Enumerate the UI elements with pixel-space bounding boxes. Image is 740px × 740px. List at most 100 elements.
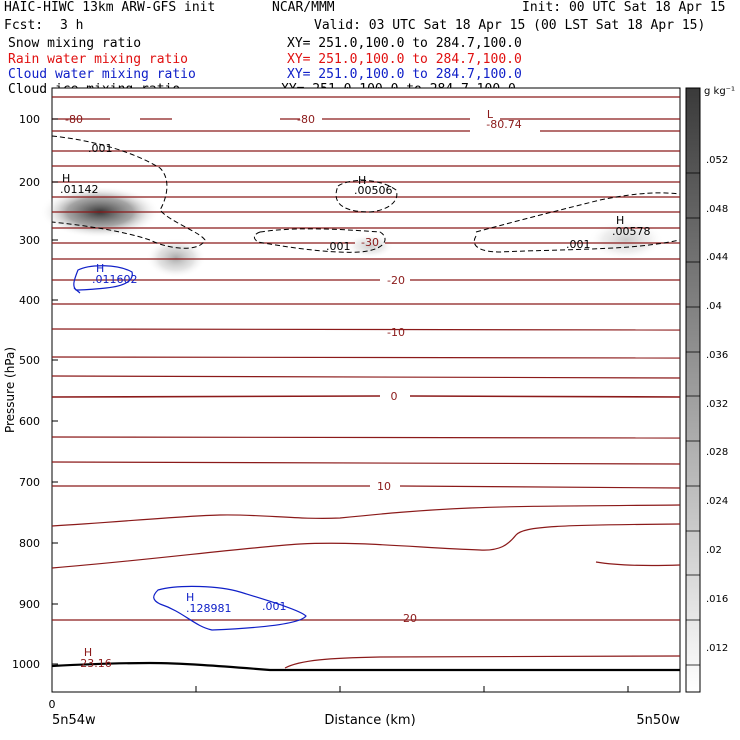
ice-contour-label: .001: [88, 142, 113, 155]
temp-labels: -80 -80 -80.74 -30 -20 -10 0 10 20: [65, 113, 522, 625]
temp-label: -80: [297, 113, 315, 126]
temp-label: -10: [387, 326, 405, 339]
cloudwater-high-value: .128981: [186, 602, 232, 615]
x-start-label: 5n54w: [52, 713, 96, 728]
snow-high-marker: H: [616, 214, 624, 227]
header-fcst-value: 3 h: [60, 18, 84, 33]
cloud-ice-contours: [51, 135, 681, 253]
y-tick-label: 400: [19, 294, 40, 307]
header-org: NCAR/MMM: [272, 0, 335, 15]
colorbar: g kg⁻¹ .012 .016 .02 .024 .028 .032 .036…: [685, 86, 735, 693]
colorbar-label: .044: [706, 252, 728, 263]
x-end-label: 5n50w: [636, 713, 680, 728]
temp-contour: [51, 436, 681, 439]
temp-contour: [595, 561, 681, 567]
cloudwater-contour-label: .001: [262, 600, 287, 613]
temp-contour: [284, 655, 681, 669]
temp-high-marker: H: [84, 646, 92, 659]
header-init: Init: 00 UTC Sat 18 Apr 15: [522, 0, 726, 15]
y-tick-label: 500: [19, 354, 40, 367]
ice-labels: .001 H .01142 H .00506 .001 H .00578 .00…: [60, 142, 651, 253]
colorbar-label: .016: [706, 594, 728, 605]
field-snow-name: Snow mixing ratio: [8, 36, 142, 51]
snow-high-value: .01142: [60, 183, 99, 196]
cloudwater-contour: [153, 585, 307, 631]
cloudwater-high-marker: H: [96, 262, 104, 275]
colorbar-gradient: [685, 87, 701, 693]
y-ticks: [52, 118, 58, 665]
ice-contour: [51, 135, 206, 249]
y-tick-label: 700: [19, 476, 40, 489]
temp-contour: [51, 461, 681, 465]
field-rain-xy: XY= 251.0,100.0 to 284.7,100.0: [287, 52, 522, 67]
field-cloudwater-name: Cloud water mixing ratio: [8, 67, 196, 82]
cloudwater-high-value: .011602: [92, 273, 138, 286]
ice-contour-label: .001: [566, 238, 591, 251]
cloudwater-labels: H .011602 H .128981 .001: [92, 262, 287, 615]
y-tick-label: 300: [19, 234, 40, 247]
temp-contour: [51, 356, 681, 359]
field-cloudwater-xy: XY= 251.0,100.0 to 284.7,100.0: [287, 67, 522, 82]
temp-contour: [51, 504, 681, 527]
y-tick-label: 200: [19, 176, 40, 189]
cloudwater-contour: [73, 265, 133, 291]
temp-label: 20: [403, 612, 417, 625]
colorbar-label: .036: [706, 350, 728, 361]
temp-label: 0: [391, 390, 398, 403]
temp-label: -80.74: [486, 118, 521, 131]
temp-contour: [51, 523, 681, 569]
cloud-water-contours: [73, 265, 307, 631]
colorbar-label: .028: [706, 447, 728, 458]
x-axis-label: Distance (km): [324, 713, 415, 728]
x-ticks: [195, 686, 629, 692]
y-tick-label: 1000: [12, 658, 40, 671]
y-tick-label: 800: [19, 537, 40, 550]
ice-contour-label: .001: [326, 240, 351, 253]
snow-high-value: .00578: [612, 225, 651, 238]
ice-contour: [473, 235, 681, 253]
y-tick-label: 600: [19, 415, 40, 428]
colorbar-label: .048: [706, 204, 728, 215]
colorbar-label: .04: [706, 301, 722, 312]
field-rain-name: Rain water mixing ratio: [8, 52, 189, 67]
terrain-line: [51, 661, 680, 672]
y-tick-label: 900: [19, 598, 40, 611]
header-valid: Valid: 03 UTC Sat 18 Apr 15 (00 LST Sat …: [314, 18, 706, 33]
temp-high-value: 23.16: [80, 657, 112, 670]
temp-contour: [52, 485, 681, 489]
snow-shade-right: [588, 220, 664, 260]
header-title: HAIC-HIWC 13km ARW-GFS init: [4, 0, 216, 15]
temp-contour: [51, 328, 681, 331]
snow-high-marker: H: [62, 172, 70, 185]
snow-shade-secondary: [146, 238, 206, 278]
colorbar-label: .052: [706, 155, 728, 166]
colorbar-label: .024: [706, 496, 728, 507]
colorbar-label: .02: [706, 545, 722, 556]
cloudwater-high-marker: H: [186, 591, 194, 604]
ice-contour: [335, 179, 398, 213]
temp-label: -30: [361, 236, 379, 249]
temp-contour: [51, 395, 681, 398]
y-axis-label: Pressure (hPa): [3, 347, 17, 433]
colorbar-unit: g kg⁻¹: [704, 86, 735, 97]
colorbar-steps: [686, 172, 700, 666]
temp-contour: [51, 375, 681, 379]
header-fcst-label: Fcst:: [4, 18, 44, 33]
temp-label: -80: [65, 113, 83, 126]
temperature-contours: [51, 96, 681, 669]
x-origin-label: 0: [49, 698, 56, 711]
colorbar-label: .032: [706, 399, 728, 410]
ice-contour: [475, 192, 681, 233]
cloudwater-contour: [73, 287, 81, 294]
snow-high-marker: H: [358, 174, 366, 187]
temp-low-marker: L: [487, 108, 494, 121]
snow-high-value: .00506: [354, 184, 393, 197]
colorbar-label: .012: [706, 643, 728, 654]
y-tick-labels: 100 200 300 400 500 600 700 800 900 1000: [12, 113, 40, 671]
temp-label: -20: [387, 274, 405, 287]
field-snow-xy: XY= 251.0,100.0 to 284.7,100.0: [287, 36, 522, 51]
ice-contour: [253, 228, 386, 253]
y-tick-label: 100: [19, 113, 40, 126]
temp-label: 10: [377, 480, 391, 493]
